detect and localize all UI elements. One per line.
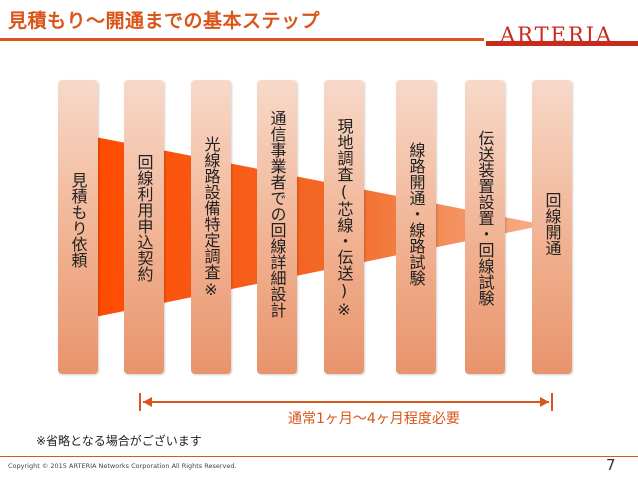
step-label: 回線利用申込契約 — [134, 154, 154, 282]
step-application-contract: 回線利用申込契約 — [124, 80, 164, 374]
step-circuit-opening: 回線開通 — [532, 80, 572, 374]
step-label: 線路開通・線路試験 — [406, 142, 426, 286]
step-label: 光線路設備特定調査※ — [201, 136, 221, 299]
step-label: 回線開通 — [542, 192, 562, 256]
duration-label: 通常1ヶ月〜4ヶ月程度必要 — [288, 411, 460, 427]
step-label: 現地調査(芯線・伝送)※ — [334, 118, 354, 319]
step-label: 通信事業者での回線詳細設計 — [267, 110, 287, 318]
step-line-opening: 線路開通・線路試験 — [396, 80, 436, 374]
step-label: 見積もり依頼 — [68, 172, 88, 268]
step-quote-request: 見積もり依頼 — [58, 80, 98, 374]
brand-bar — [486, 41, 638, 46]
footer-divider — [0, 456, 638, 457]
footnote: ※省略となる場合がございます — [36, 434, 202, 448]
step-site-survey: 現地調査(芯線・伝送)※ — [324, 80, 364, 374]
page-number: 7 — [606, 456, 616, 474]
title-divider — [0, 38, 484, 41]
copyright: Copyright © 2015 ARTERIA Networks Corpor… — [8, 462, 237, 470]
page-title: 見積もり〜開通までの基本ステップ — [8, 10, 321, 32]
step-label: 伝送装置設置・回線試験 — [475, 130, 495, 306]
step-equipment-install: 伝送装置設置・回線試験 — [465, 80, 505, 374]
step-detailed-design: 通信事業者での回線詳細設計 — [257, 80, 297, 374]
step-fiber-survey: 光線路設備特定調査※ — [191, 80, 231, 374]
